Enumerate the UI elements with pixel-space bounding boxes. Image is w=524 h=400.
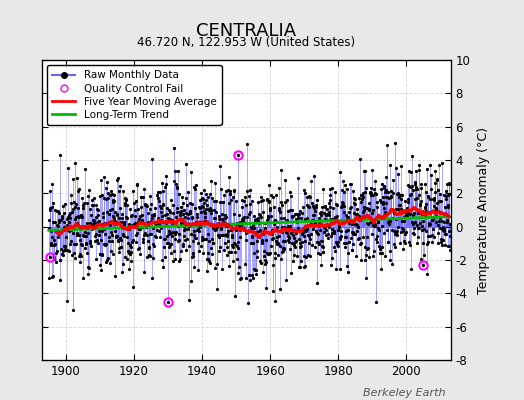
Y-axis label: Temperature Anomaly (°C): Temperature Anomaly (°C) xyxy=(477,126,490,294)
Text: 46.720 N, 122.953 W (United States): 46.720 N, 122.953 W (United States) xyxy=(137,36,355,49)
Text: Berkeley Earth: Berkeley Earth xyxy=(363,388,445,398)
Text: CENTRALIA: CENTRALIA xyxy=(196,22,297,40)
Legend: Raw Monthly Data, Quality Control Fail, Five Year Moving Average, Long-Term Tren: Raw Monthly Data, Quality Control Fail, … xyxy=(47,65,222,125)
